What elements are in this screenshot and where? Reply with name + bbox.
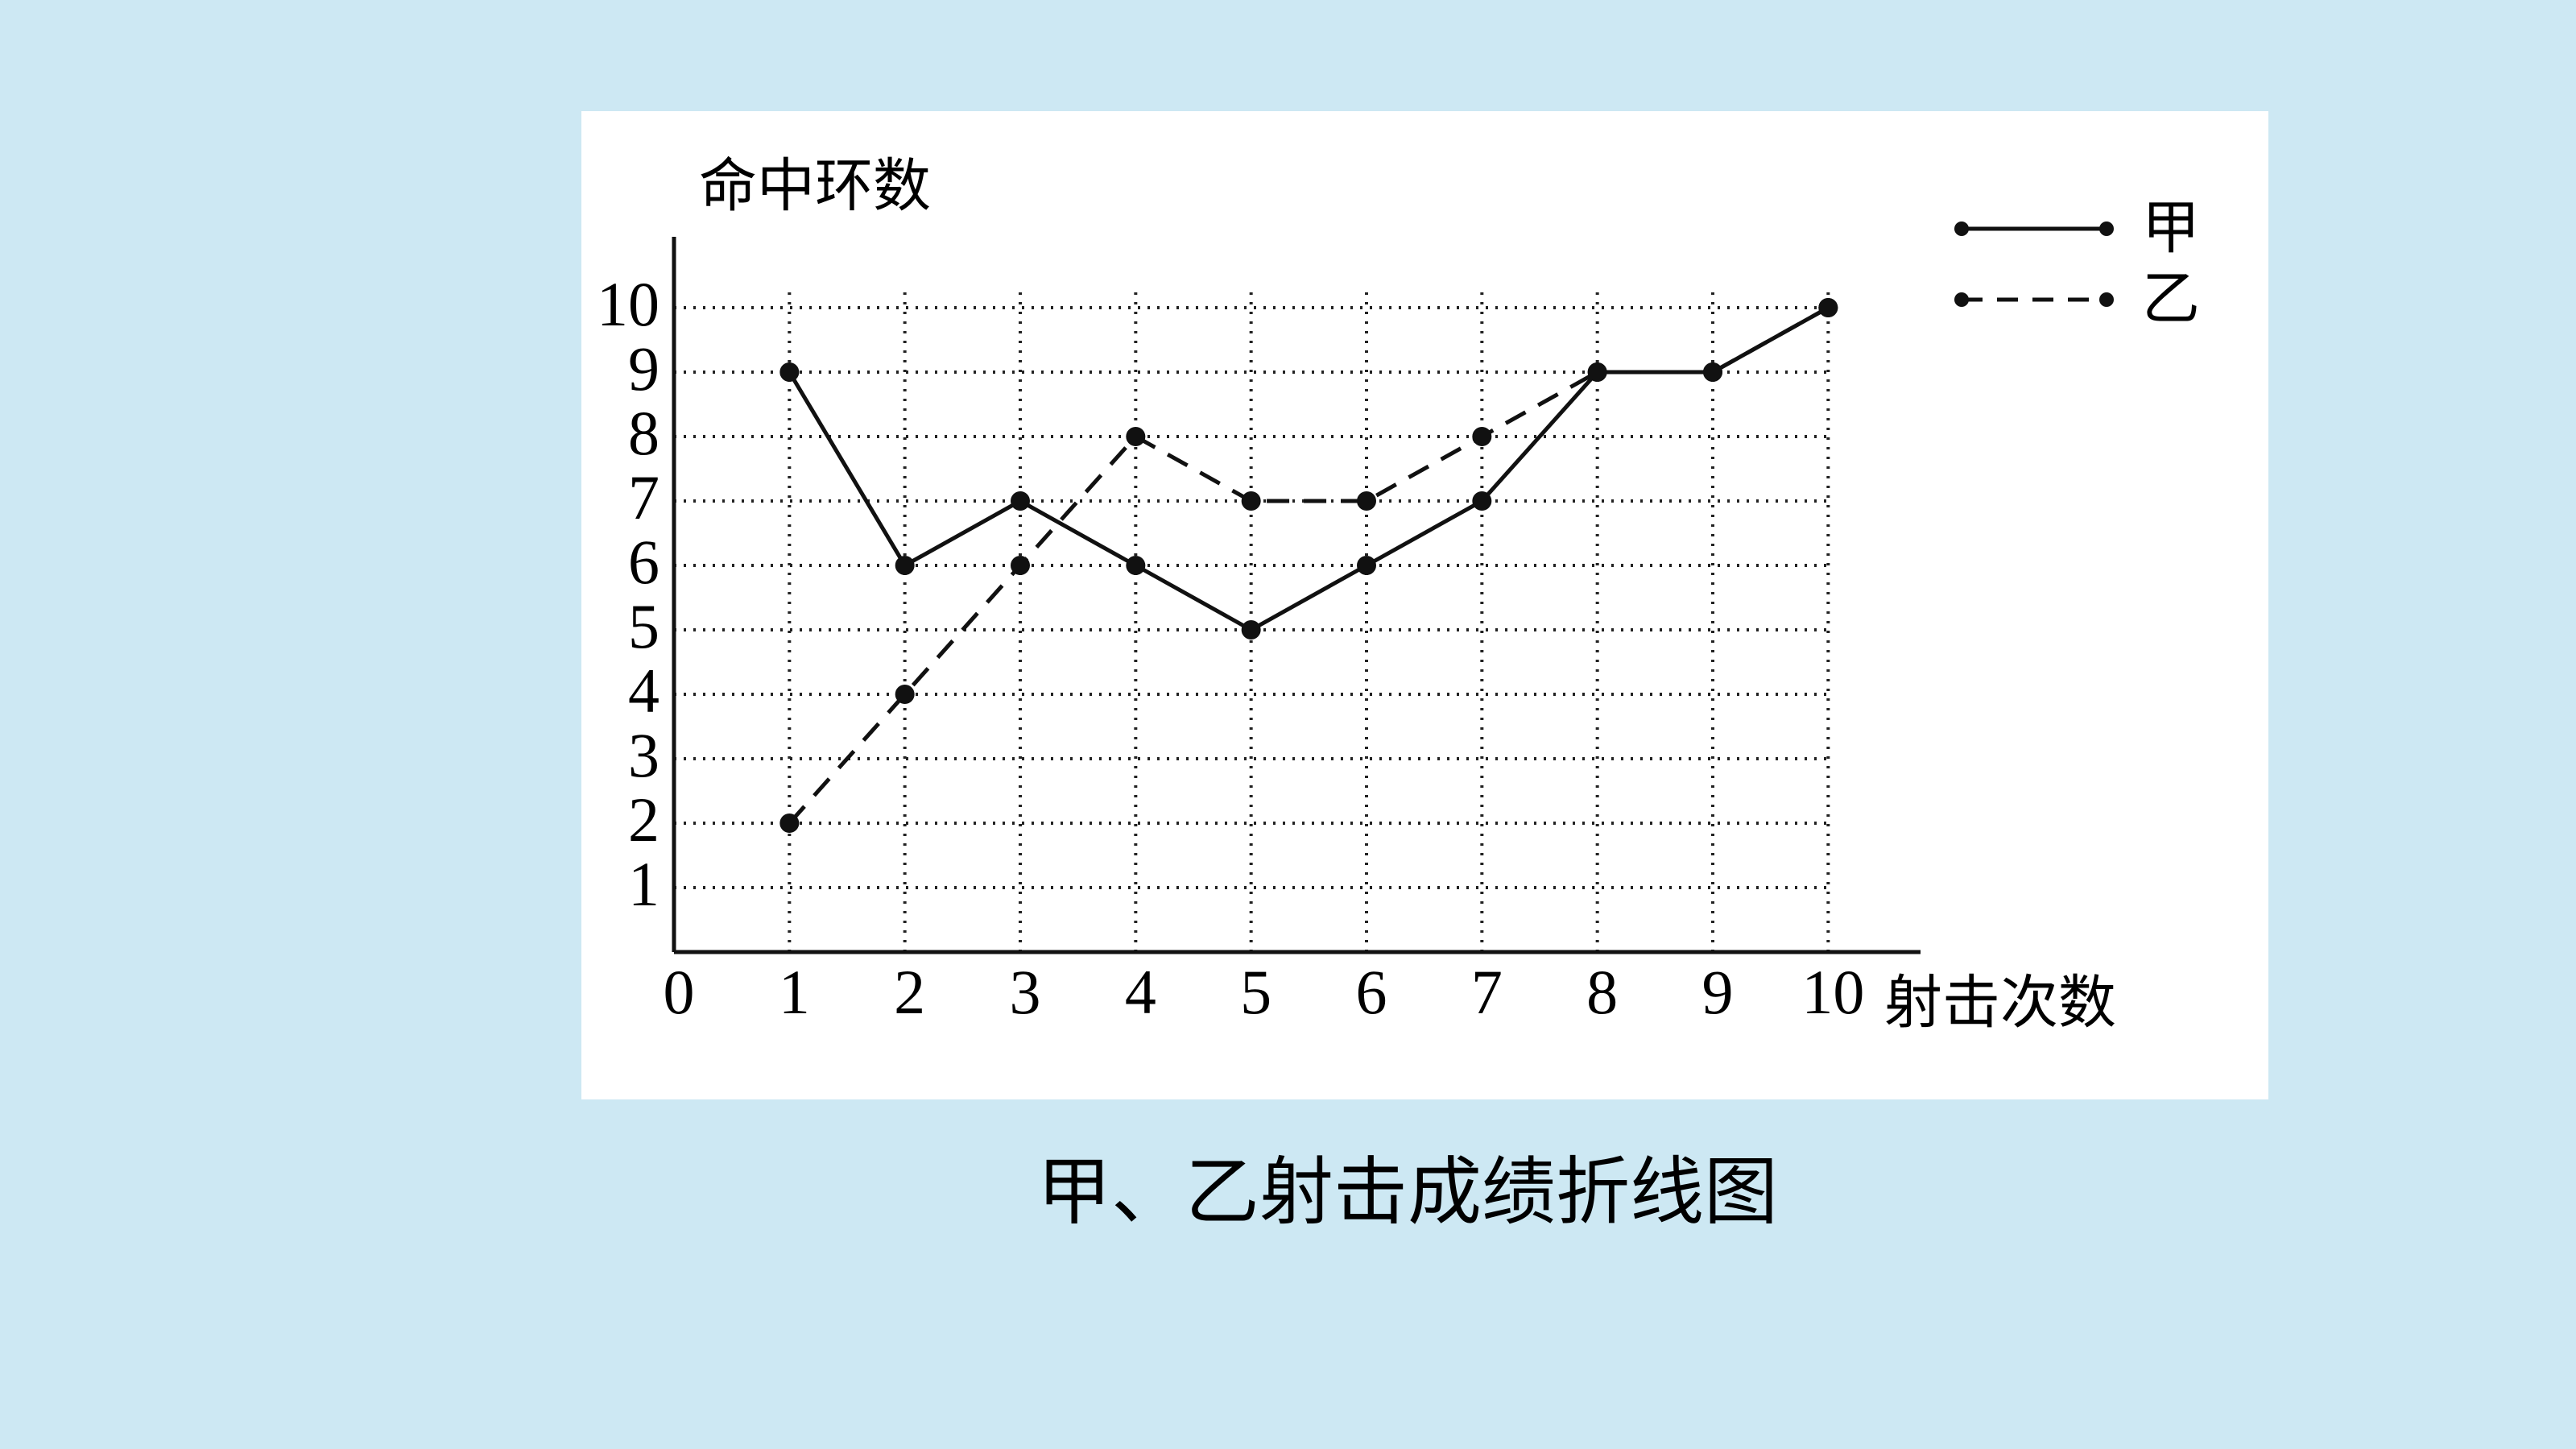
data-point	[1126, 427, 1146, 446]
data-point	[1818, 298, 1838, 317]
data-point	[1011, 491, 1030, 511]
x-tick-label: 2	[894, 957, 925, 1027]
y-tick-label: 8	[628, 398, 660, 468]
chart-title: 甲、乙射击成绩折线图	[1037, 1149, 1778, 1235]
y-tick-label: 4	[628, 656, 660, 726]
x-tick-label: 3	[1010, 957, 1041, 1027]
y-tick-label: 6	[628, 527, 660, 597]
x-tick-label: 8	[1586, 957, 1618, 1027]
legend-marker	[1954, 221, 1969, 236]
y-tick-label: 9	[628, 333, 660, 404]
y-tick-label: 3	[628, 720, 660, 790]
data-point	[895, 556, 915, 575]
data-point	[1357, 491, 1376, 511]
x-tick-label: 0	[664, 957, 695, 1027]
x-tick-label: 10	[1801, 957, 1864, 1027]
x-tick-label: 5	[1240, 957, 1271, 1027]
x-axis-label: 射击次数	[1884, 969, 2116, 1037]
x-tick-label: 1	[779, 957, 810, 1027]
data-point	[1126, 556, 1146, 575]
x-tick-label: 7	[1471, 957, 1503, 1027]
x-tick-label: 4	[1125, 957, 1156, 1027]
y-tick-label: 5	[628, 591, 660, 661]
x-tick-label: 9	[1702, 957, 1734, 1027]
y-tick-label: 10	[597, 269, 660, 339]
data-point	[1011, 556, 1030, 575]
x-tick-label: 6	[1356, 957, 1387, 1027]
data-point	[779, 362, 800, 382]
legend-marker	[1954, 292, 1969, 307]
data-point	[895, 685, 915, 704]
y-tick-label: 7	[628, 462, 660, 532]
legend-marker	[2099, 292, 2114, 307]
data-point	[779, 814, 800, 833]
series-line	[788, 305, 1830, 825]
chart-panel	[581, 111, 2268, 1099]
data-point	[1472, 491, 1492, 511]
legend-label: 甲	[2142, 194, 2200, 262]
data-point	[1241, 620, 1261, 640]
legend-label: 乙	[2142, 265, 2200, 333]
data-point	[1357, 556, 1376, 575]
y-tick-label: 1	[628, 849, 660, 919]
data-point	[1241, 491, 1261, 511]
y-tick-label: 2	[628, 785, 660, 855]
data-point	[1703, 362, 1722, 382]
legend-marker	[2099, 221, 2114, 236]
data-point	[1472, 427, 1492, 446]
y-axis-label: 命中环数	[699, 152, 931, 220]
data-point	[1587, 362, 1607, 382]
